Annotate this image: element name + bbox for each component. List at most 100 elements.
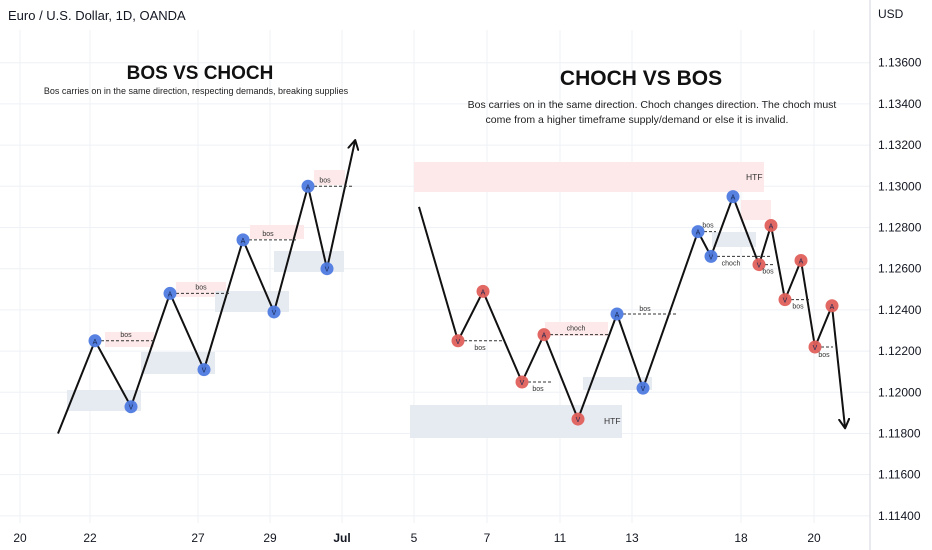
swing-point[interactable] bbox=[301, 179, 315, 193]
swing-point-label: A bbox=[731, 195, 736, 202]
swing-point[interactable] bbox=[476, 284, 490, 298]
swing-point[interactable] bbox=[320, 262, 334, 276]
swing-point[interactable] bbox=[691, 225, 705, 239]
swing-point[interactable] bbox=[515, 375, 529, 389]
swing-point-label: A bbox=[481, 289, 486, 296]
swing-point-label: A bbox=[830, 304, 835, 311]
swing-point-label: A bbox=[542, 333, 547, 340]
swing-point-label: A bbox=[615, 312, 620, 319]
swing-point-label: V bbox=[202, 368, 207, 375]
time-tick-label: 22 bbox=[83, 531, 97, 545]
supply-zone bbox=[545, 322, 608, 336]
demand-zone bbox=[583, 377, 652, 390]
bos-label: bos bbox=[762, 269, 774, 276]
supply-zone bbox=[250, 225, 304, 239]
swing-point-label: V bbox=[576, 417, 581, 424]
price-lines-layer bbox=[57, 139, 851, 434]
price-tick-label: 1.11600 bbox=[878, 468, 921, 482]
price-path-left bbox=[57, 139, 360, 434]
swing-point-label: V bbox=[641, 386, 646, 393]
time-tick-label: 13 bbox=[625, 531, 639, 545]
demand-zone bbox=[141, 352, 215, 374]
time-tick-label: 20 bbox=[807, 531, 821, 545]
swing-point[interactable] bbox=[764, 218, 778, 232]
swing-point-label: V bbox=[456, 339, 461, 346]
grid-lines bbox=[0, 30, 870, 523]
price-tick-label: 1.11800 bbox=[878, 426, 921, 440]
left-panel-subtitle: Bos carries on in the same direction, re… bbox=[44, 86, 349, 96]
choch-label: choch bbox=[567, 326, 586, 333]
price-tick-label: 1.13600 bbox=[878, 56, 922, 70]
time-tick-label: Jul bbox=[333, 531, 350, 545]
symbol-title[interactable]: Euro / U.S. Dollar, 1D, OANDA bbox=[8, 8, 186, 23]
swing-point[interactable] bbox=[236, 233, 250, 247]
swing-point-label: A bbox=[168, 291, 173, 298]
bos-label: bos bbox=[474, 345, 486, 352]
time-tick-label: 27 bbox=[191, 531, 205, 545]
swing-point-label: A bbox=[241, 238, 246, 245]
bos-label: bos bbox=[532, 386, 544, 393]
annotation-labels-layer: bos bos bos bos bos bos choch bos bos choch bos bos… bbox=[120, 172, 830, 426]
swing-point[interactable] bbox=[451, 334, 465, 348]
price-tick-label: 1.12000 bbox=[878, 385, 922, 399]
left-panel-title: BOS VS CHOCH bbox=[127, 63, 274, 84]
demand-zone bbox=[274, 251, 344, 272]
swing-point[interactable] bbox=[537, 328, 551, 342]
header-bar bbox=[0, 0, 932, 30]
swing-point-label: V bbox=[813, 345, 818, 352]
price-axis[interactable]: 1.13600 1.13400 1.13200 1.13000 1.12800 1.126… bbox=[878, 56, 922, 523]
time-axis[interactable]: 20 22 27 29 Jul 5 7 11 13 18 20 bbox=[13, 531, 821, 545]
swing-point[interactable] bbox=[704, 249, 718, 263]
price-tick-label: 1.12800 bbox=[878, 221, 922, 235]
price-path-right bbox=[418, 193, 851, 430]
time-tick-label: 5 bbox=[411, 531, 418, 545]
price-tick-label: 1.12600 bbox=[878, 262, 922, 276]
swing-point-label: A bbox=[799, 258, 804, 265]
zones-layer bbox=[67, 162, 771, 438]
price-tick-label: 1.13200 bbox=[878, 138, 922, 152]
time-tick-label: 7 bbox=[484, 531, 491, 545]
time-tick-label: 29 bbox=[263, 531, 277, 545]
swing-point[interactable] bbox=[726, 190, 740, 204]
swing-point[interactable] bbox=[808, 340, 822, 354]
right-panel-title: CHOCH VS BOS bbox=[560, 67, 722, 90]
swing-point-label: A bbox=[696, 230, 701, 237]
swing-point[interactable] bbox=[778, 293, 792, 307]
price-tick-label: 1.13400 bbox=[878, 97, 922, 111]
bos-label: bos bbox=[818, 352, 830, 359]
swing-point[interactable] bbox=[825, 299, 839, 313]
swing-point[interactable] bbox=[636, 381, 650, 395]
bos-label: bos bbox=[639, 306, 651, 313]
swing-point[interactable] bbox=[88, 334, 102, 348]
swing-point-label: A bbox=[306, 184, 311, 191]
price-tick-label: 1.12400 bbox=[878, 303, 922, 317]
swing-point[interactable] bbox=[267, 305, 281, 319]
bos-label: bos bbox=[120, 332, 132, 339]
swing-point[interactable] bbox=[752, 258, 766, 272]
right-panel-description-line1: Bos carries on in the same direction. Ch… bbox=[468, 99, 837, 111]
bos-label: bos bbox=[195, 284, 207, 291]
swing-point-label: A bbox=[93, 339, 98, 346]
bos-label: bos bbox=[319, 177, 331, 184]
swing-point[interactable] bbox=[571, 412, 585, 426]
swing-points-layer: A V A V A V A V V A V A V A V A V A V A V A V A bbox=[88, 179, 839, 426]
htf-label: HTF bbox=[604, 416, 621, 426]
swing-point-label: V bbox=[325, 267, 330, 274]
supply-zone bbox=[414, 162, 764, 192]
bos-label: bos bbox=[262, 231, 274, 238]
price-axis-bg bbox=[870, 0, 932, 550]
swing-point[interactable] bbox=[163, 286, 177, 300]
time-tick-label: 20 bbox=[13, 531, 27, 545]
swing-point[interactable] bbox=[197, 363, 211, 377]
swing-point-label: V bbox=[129, 405, 134, 412]
swing-point[interactable] bbox=[124, 400, 138, 414]
swing-point[interactable] bbox=[794, 253, 808, 267]
time-axis-bg bbox=[0, 523, 870, 550]
demand-zone bbox=[410, 405, 622, 438]
time-tick-label: 18 bbox=[734, 531, 748, 545]
swing-point[interactable] bbox=[610, 307, 624, 321]
bos-label: bos bbox=[702, 223, 714, 230]
swing-point-label: V bbox=[709, 254, 714, 261]
